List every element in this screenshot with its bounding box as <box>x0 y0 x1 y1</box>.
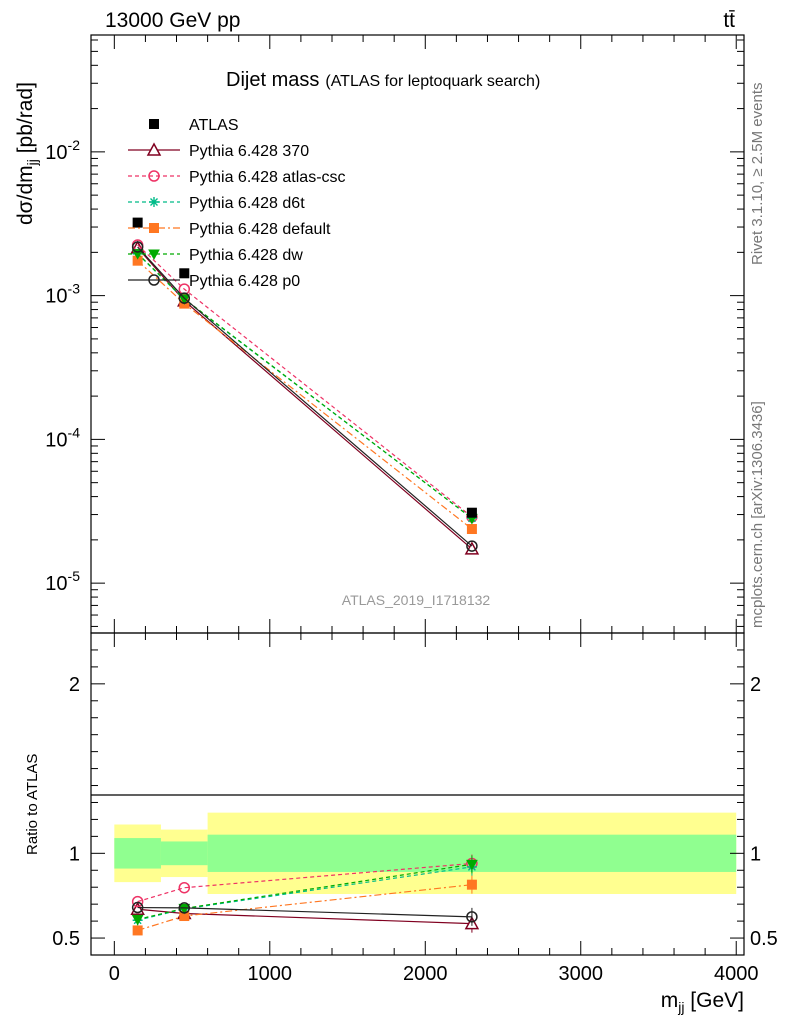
series-point <box>132 255 143 266</box>
series-point <box>131 241 144 253</box>
series-point <box>178 294 191 305</box>
ratio-y-label: Ratio to ATLAS <box>24 754 41 855</box>
y-tick-base: 10 <box>45 429 67 451</box>
legend-label: ATLAS <box>189 117 239 134</box>
header-left: 13000 GeV pp <box>105 9 240 32</box>
watermark: ATLAS_2019_I1718132 <box>342 592 491 608</box>
ratio-band-inner <box>114 838 161 869</box>
y-tick-label: 10-2 <box>45 137 80 164</box>
legend-label: Pythia 6.428 dw <box>189 247 303 264</box>
legend-label: Pythia 6.428 p0 <box>189 273 300 290</box>
chart-title: Dijet mass (ATLAS for leptoquark search) <box>226 69 540 91</box>
series-point <box>178 292 191 304</box>
ratio-series-point <box>178 881 191 894</box>
legend-marker <box>148 274 160 286</box>
ratio-series-point <box>131 901 144 914</box>
ratio-series-line <box>137 862 472 903</box>
side-label-rivet: Rivet 3.1.10, ≥ 2.5M events <box>749 83 766 266</box>
ratio-tick-label: 1 <box>69 843 80 865</box>
series-point <box>178 283 191 295</box>
side-label-mcplots: mcplots.cern.ch [arXiv:1306.3436] <box>749 401 766 628</box>
ratio-panel: 0 1000 2000 3000 4000 0.5 0.5 1 1 2 2 Ratio to ATL… <box>24 632 778 1015</box>
ratio-series-line <box>137 866 473 921</box>
y-tick-label: 10-3 <box>45 281 80 308</box>
ratio-series-point <box>131 895 144 908</box>
ratio-tick-label-right: 1 <box>750 843 761 865</box>
legend: ATLAS Pythia 6.428 370 Pythia 6.428 atlas-… <box>128 117 346 290</box>
ratio-series-point <box>131 914 144 926</box>
y-tick-base: 10 <box>45 286 67 308</box>
header-right: tt̄ <box>723 9 735 32</box>
main-marks <box>130 217 480 555</box>
y-tick-base: 10 <box>45 142 67 164</box>
ratio-tick-label: 2 <box>69 674 80 696</box>
x-axis-label-unit: [GeV] <box>684 989 744 1012</box>
ratio-series-point <box>179 911 190 922</box>
chart-subtitle: (ATLAS for leptoquark search) <box>325 73 540 90</box>
series-point <box>466 540 478 552</box>
series-point <box>464 541 480 555</box>
legend-marker <box>149 119 159 129</box>
ratio-series-point <box>466 859 478 871</box>
ratio-series-point <box>178 902 191 914</box>
ratio-series-point <box>132 925 143 936</box>
main-panel: 10-510-410-310-2 Dijet mass (ATLAS for le… <box>14 34 745 634</box>
legend-label: Pythia 6.428 default <box>189 221 331 238</box>
ratio-tick-label-right: 2 <box>750 674 761 696</box>
ratio-bands <box>114 812 737 894</box>
ratio-tick-label-right: 0.5 <box>750 928 778 950</box>
y-tick-exponent: -3 <box>68 281 81 297</box>
legend-label: Pythia 6.428 370 <box>189 143 309 160</box>
legend-marker <box>148 170 160 182</box>
y-tick-exponent: -2 <box>68 137 81 153</box>
x-tick-label: 3000 <box>559 963 604 985</box>
y-tick-exponent: -5 <box>68 568 81 584</box>
y-tick-exponent: -4 <box>68 424 81 440</box>
legend-marker <box>149 197 159 207</box>
ratio-series-point <box>466 911 478 923</box>
ratio-tick-label: 0.5 <box>52 928 80 950</box>
series-point <box>466 524 477 535</box>
legend-label: Pythia 6.428 d6t <box>189 195 305 212</box>
ratio-band-inner <box>160 841 208 866</box>
chart-title-main: Dijet mass <box>226 69 319 91</box>
main-axes: 10-510-410-310-2 <box>45 35 744 633</box>
legend-marker <box>146 142 162 156</box>
series-line <box>137 244 473 518</box>
ratio-series-point <box>466 879 477 890</box>
y-tick-label: 10-4 <box>45 424 80 451</box>
ratio-series-line <box>137 906 472 918</box>
x-tick-label: 2000 <box>403 963 448 985</box>
ratio-series-point <box>178 903 191 915</box>
ratio-axes: 0 1000 2000 3000 4000 0.5 0.5 1 1 2 2 <box>52 632 778 985</box>
y-axis-label-sub: jj <box>24 159 40 166</box>
data-point <box>466 507 477 518</box>
legend-label: Pythia 6.428 atlas-csc <box>189 169 346 186</box>
x-tick-label: 4000 <box>714 963 759 985</box>
ratio-series-line <box>137 863 473 920</box>
y-axis-label-unit: [pb/rad] <box>14 82 37 159</box>
y-tick-label: 10-5 <box>45 568 80 595</box>
series-line <box>137 246 473 547</box>
data-point <box>179 268 190 279</box>
x-tick-label: 0 <box>109 963 120 985</box>
ratio-marks <box>130 854 480 936</box>
data-point <box>132 217 143 228</box>
y-tick-base: 10 <box>45 573 67 595</box>
legend-marker <box>149 223 159 233</box>
x-axis-label: mjj [GeV] <box>661 989 744 1015</box>
ratio-frame <box>90 632 745 956</box>
x-tick-label: 1000 <box>248 963 293 985</box>
y-axis-label: dσ/dmjj [pb/rad] <box>14 82 40 225</box>
legend-marker <box>148 249 160 261</box>
x-axis-label-sub: jj <box>677 999 684 1015</box>
